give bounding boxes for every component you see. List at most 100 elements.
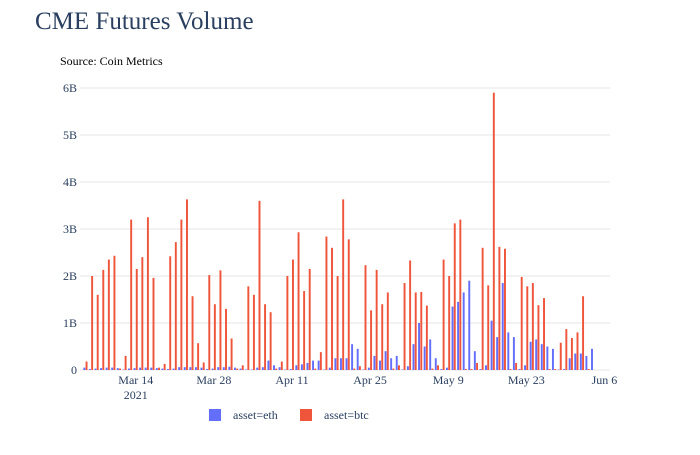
bar-btc[interactable] (91, 276, 93, 370)
bar-eth[interactable] (569, 358, 571, 370)
bar-btc[interactable] (543, 298, 545, 370)
bars[interactable] (83, 93, 593, 370)
bar-btc[interactable] (97, 295, 99, 370)
bar-btc[interactable] (214, 304, 216, 370)
bar-btc[interactable] (560, 343, 562, 370)
bar-btc[interactable] (381, 304, 383, 370)
bar-btc[interactable] (153, 278, 155, 370)
bar-btc[interactable] (431, 369, 433, 370)
bar-eth[interactable] (485, 365, 487, 370)
bar-btc[interactable] (459, 220, 461, 370)
bar-btc[interactable] (482, 248, 484, 370)
bar-eth[interactable] (446, 368, 448, 370)
bar-btc[interactable] (370, 310, 372, 370)
bar-btc[interactable] (169, 256, 171, 370)
bar-eth[interactable] (396, 356, 398, 370)
bar-btc[interactable] (337, 276, 339, 370)
bar-btc[interactable] (113, 256, 115, 370)
bar-btc[interactable] (443, 260, 445, 370)
bar-btc[interactable] (208, 275, 210, 370)
bar-btc[interactable] (102, 270, 104, 370)
bar-btc[interactable] (186, 199, 188, 370)
bar-eth[interactable] (474, 351, 476, 370)
bar-eth[interactable] (301, 364, 303, 370)
bar-eth[interactable] (312, 361, 314, 370)
bar-btc[interactable] (504, 249, 506, 370)
bar-btc[interactable] (286, 276, 288, 370)
bar-eth[interactable] (228, 367, 230, 370)
bar-btc[interactable] (225, 309, 227, 370)
bar-btc[interactable] (275, 369, 277, 370)
bar-eth[interactable] (173, 369, 175, 370)
bar-eth[interactable] (507, 332, 509, 370)
bar-btc[interactable] (292, 260, 294, 370)
bar-btc[interactable] (158, 368, 160, 370)
bar-eth[interactable] (563, 369, 565, 370)
bar-eth[interactable] (334, 358, 336, 370)
bar-eth[interactable] (145, 368, 147, 370)
bar-eth[interactable] (161, 369, 163, 370)
bar-btc[interactable] (247, 286, 249, 370)
bar-eth[interactable] (111, 368, 113, 370)
legend-item-btc[interactable]: asset=btc (300, 408, 369, 422)
bar-btc[interactable] (359, 366, 361, 370)
bar-eth[interactable] (407, 366, 409, 370)
legend-item-eth[interactable]: asset=eth (209, 408, 278, 422)
bar-eth[interactable] (373, 356, 375, 370)
bar-btc[interactable] (353, 369, 355, 370)
bar-eth[interactable] (139, 368, 141, 370)
bar-btc[interactable] (498, 247, 500, 370)
bar-eth[interactable] (552, 349, 554, 370)
bar-btc[interactable] (510, 369, 512, 370)
bar-eth[interactable] (184, 367, 186, 370)
bar-btc[interactable] (125, 356, 127, 370)
bar-eth[interactable] (189, 367, 191, 370)
bar-btc[interactable] (348, 239, 350, 370)
bar-btc[interactable] (465, 369, 467, 370)
bar-eth[interactable] (468, 281, 470, 370)
bar-btc[interactable] (549, 369, 551, 370)
bar-eth[interactable] (240, 369, 242, 370)
bar-eth[interactable] (435, 358, 437, 370)
bar-eth[interactable] (307, 363, 309, 370)
bar-eth[interactable] (463, 292, 465, 370)
bar-btc[interactable] (130, 220, 132, 370)
bar-btc[interactable] (264, 304, 266, 370)
bar-btc[interactable] (577, 332, 579, 370)
bar-btc[interactable] (398, 365, 400, 370)
bar-eth[interactable] (413, 344, 415, 370)
bar-eth[interactable] (357, 349, 359, 370)
bar-btc[interactable] (303, 291, 305, 370)
bar-eth[interactable] (212, 369, 214, 370)
bar-btc[interactable] (259, 201, 261, 370)
bar-btc[interactable] (426, 306, 428, 370)
bar-btc[interactable] (219, 270, 221, 370)
bar-btc[interactable] (119, 369, 121, 370)
bar-eth[interactable] (390, 358, 392, 370)
bar-btc[interactable] (571, 338, 573, 370)
bar-eth[interactable] (206, 369, 208, 370)
bar-btc[interactable] (420, 292, 422, 370)
bar-eth[interactable] (440, 369, 442, 370)
bar-eth[interactable] (262, 367, 264, 370)
bar-eth[interactable] (234, 368, 236, 370)
bar-eth[interactable] (340, 358, 342, 370)
bar-eth[interactable] (83, 368, 85, 370)
bar-eth[interactable] (95, 369, 97, 370)
bar-eth[interactable] (535, 339, 537, 370)
bar-btc[interactable] (409, 260, 411, 370)
bar-eth[interactable] (217, 367, 219, 370)
bar-eth[interactable] (156, 368, 158, 370)
bar-eth[interactable] (178, 367, 180, 370)
bar-eth[interactable] (530, 342, 532, 370)
bar-btc[interactable] (203, 362, 205, 370)
bar-eth[interactable] (379, 361, 381, 370)
bar-btc[interactable] (236, 369, 238, 370)
bar-eth[interactable] (418, 323, 420, 370)
bar-eth[interactable] (368, 368, 370, 370)
bar-btc[interactable] (86, 362, 88, 370)
bar-eth[interactable] (329, 368, 331, 370)
bar-eth[interactable] (201, 368, 203, 370)
bar-eth[interactable] (295, 365, 297, 370)
bar-eth[interactable] (351, 344, 353, 370)
